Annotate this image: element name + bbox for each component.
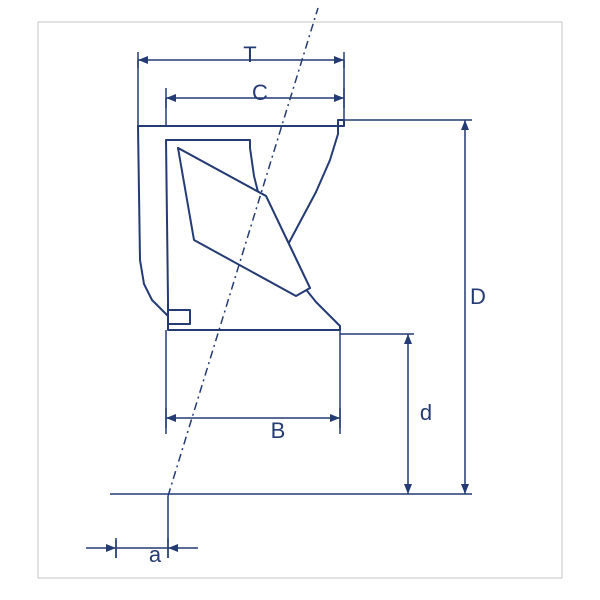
arrowhead bbox=[461, 484, 469, 494]
arrowhead bbox=[138, 56, 148, 64]
arrowhead bbox=[166, 414, 176, 422]
arrowhead bbox=[404, 334, 412, 344]
arrowhead bbox=[461, 120, 469, 130]
arrowhead bbox=[334, 94, 344, 102]
arrowhead bbox=[330, 414, 340, 422]
inner-ring-rib bbox=[168, 310, 190, 324]
bearing-geometry bbox=[138, 120, 344, 330]
label-T: T bbox=[243, 42, 256, 67]
arrowhead bbox=[404, 484, 412, 494]
arrowhead bbox=[168, 544, 178, 552]
bearing-diagram: TC B Dd a bbox=[0, 0, 600, 600]
label-D: D bbox=[470, 284, 486, 309]
diagram-svg: TC B Dd a bbox=[0, 0, 600, 600]
label-C: C bbox=[252, 80, 268, 105]
arrowhead bbox=[334, 56, 344, 64]
label-d: d bbox=[420, 400, 432, 425]
arrowhead bbox=[106, 544, 116, 552]
label-a: a bbox=[149, 542, 162, 567]
arrowhead bbox=[166, 94, 176, 102]
label-B: B bbox=[271, 418, 286, 443]
